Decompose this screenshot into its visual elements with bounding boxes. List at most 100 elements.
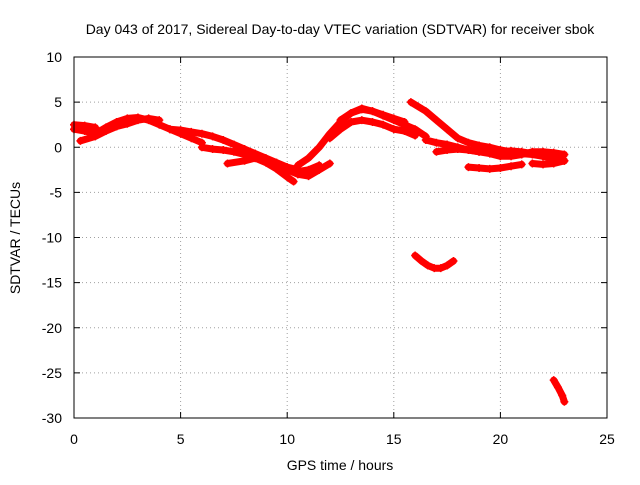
data-point <box>155 116 164 125</box>
data-point <box>560 156 569 165</box>
x-tick-label: 15 <box>386 431 402 447</box>
y-tick-label: 5 <box>54 94 62 110</box>
data-point <box>80 121 89 130</box>
data-point <box>197 129 206 138</box>
data-point <box>464 145 473 154</box>
data-point <box>223 159 232 168</box>
y-tick-labels: -30 -25 -20 -15 -10 -5 0 5 10 <box>42 49 62 426</box>
data-point <box>347 117 356 126</box>
data-point <box>219 136 228 145</box>
data-point <box>558 391 567 400</box>
data-point <box>379 120 388 129</box>
data-point <box>197 143 206 152</box>
data-point <box>289 177 298 186</box>
data-point <box>528 149 537 158</box>
x-tick-label: 20 <box>493 431 509 447</box>
data-point <box>475 164 484 173</box>
data-point <box>464 163 473 172</box>
y-tick-label: 10 <box>46 49 62 65</box>
data-point <box>357 116 366 125</box>
data-point <box>453 134 462 143</box>
data-point <box>539 152 548 161</box>
data-point <box>101 127 110 136</box>
data-point <box>449 256 458 265</box>
data-point <box>417 256 426 265</box>
data-series-track-2 <box>76 114 164 145</box>
data-point <box>357 105 366 114</box>
y-tick-label: -30 <box>42 410 62 426</box>
y-tick-label: -20 <box>42 320 62 336</box>
data-point <box>549 159 558 168</box>
data-point <box>507 146 516 155</box>
data-point <box>453 145 462 154</box>
data-point <box>315 143 324 152</box>
data-point <box>272 161 281 170</box>
data-point <box>553 383 562 392</box>
data-point <box>229 140 238 149</box>
data-point <box>304 165 313 174</box>
data-point <box>379 110 388 119</box>
data-point <box>336 116 345 125</box>
y-tick-label: -5 <box>50 184 63 200</box>
data-point <box>283 166 292 175</box>
data-point <box>325 159 334 168</box>
data-point <box>432 138 441 147</box>
y-tick-label: -10 <box>42 230 62 246</box>
data-point <box>443 125 452 134</box>
data-point <box>91 132 100 141</box>
y-axis-label: SDTVAR / TECUs <box>7 182 23 294</box>
data-point <box>347 108 356 117</box>
data-point <box>389 125 398 134</box>
data-series-track-14 <box>464 160 526 173</box>
data-point <box>517 147 526 156</box>
data-point <box>507 162 516 171</box>
plot-frame <box>73 56 608 419</box>
data-point <box>423 261 432 270</box>
data-series-track-15 <box>528 156 569 169</box>
data-point <box>240 148 249 157</box>
y-tick-label: -25 <box>42 365 62 381</box>
data-point <box>368 117 377 126</box>
data-point <box>443 145 452 154</box>
data-point <box>432 147 441 156</box>
data-point <box>517 160 526 169</box>
data-point <box>144 114 153 123</box>
data-point <box>208 132 217 141</box>
data-point <box>229 147 238 156</box>
data-point <box>91 123 100 132</box>
data-point <box>123 119 132 128</box>
data-point <box>315 161 324 170</box>
data-point <box>165 125 174 134</box>
data-point <box>443 261 452 270</box>
data-point <box>293 161 302 170</box>
data-point <box>251 150 260 159</box>
data-point <box>133 116 142 125</box>
data-point <box>208 145 217 154</box>
data-point <box>560 397 569 406</box>
data-point <box>528 159 537 168</box>
data-point <box>485 148 494 157</box>
y-tick-label: 0 <box>54 139 62 155</box>
data-point <box>485 164 494 173</box>
data-series-track-9 <box>325 116 420 143</box>
data-series-track-17 <box>549 376 569 406</box>
x-axis-label: GPS time / hours <box>287 457 394 473</box>
data-point <box>176 126 185 135</box>
data-point <box>411 131 420 140</box>
data-series-band <box>528 157 568 168</box>
data-point <box>432 116 441 125</box>
data-series-track-16 <box>411 251 458 273</box>
data-point <box>76 136 85 145</box>
x-tick-label: 0 <box>70 431 78 447</box>
data-point <box>411 251 420 260</box>
x-tick-label: 10 <box>279 431 295 447</box>
data-points <box>70 98 569 406</box>
data-point <box>219 145 228 154</box>
data-point <box>325 134 334 143</box>
data-series-band <box>550 376 568 406</box>
data-point <box>464 138 473 147</box>
data-point <box>475 147 484 156</box>
